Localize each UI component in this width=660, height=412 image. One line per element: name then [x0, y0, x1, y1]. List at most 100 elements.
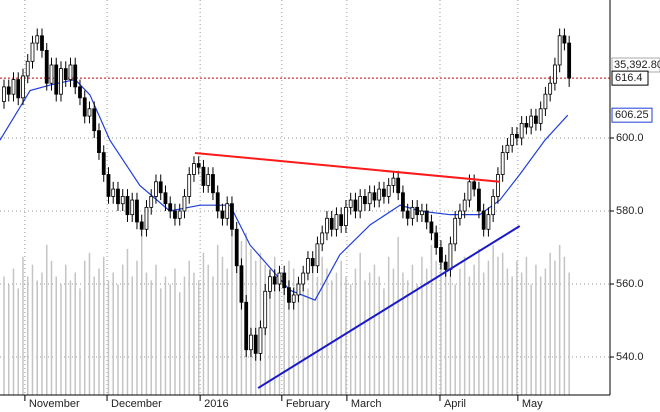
volume-bar — [554, 260, 556, 395]
candle-body — [329, 217, 334, 230]
candle-body — [477, 188, 481, 212]
candle-body — [334, 214, 339, 230]
x-tick-label: May — [522, 398, 543, 410]
candle-body — [519, 122, 524, 139]
candle-body — [68, 64, 73, 80]
volume-bar — [12, 268, 15, 395]
candle-body — [538, 108, 543, 124]
candle-body — [548, 82, 553, 95]
candle-body — [139, 221, 144, 230]
volume-bar — [55, 276, 57, 395]
volume-bar — [98, 268, 100, 395]
candle-body — [163, 192, 168, 205]
volume-bar — [283, 284, 285, 395]
volume-bar — [112, 272, 114, 395]
candle-body — [6, 86, 11, 95]
volume-bar — [26, 276, 29, 395]
volume-bar — [273, 256, 276, 395]
candle-body — [382, 188, 386, 197]
candle-body — [339, 214, 344, 227]
y-tick-label: 560.0 — [616, 278, 644, 290]
candle-body — [149, 196, 154, 208]
volume-bar — [373, 264, 376, 395]
volume-bar — [568, 272, 570, 395]
volume-bar — [17, 288, 19, 395]
candle-body — [296, 283, 301, 296]
candle-body — [515, 133, 519, 139]
volume-bar — [511, 276, 513, 395]
volume-bar — [497, 256, 499, 395]
candle-body — [111, 188, 116, 197]
candle-body — [272, 276, 277, 285]
volume-bar — [131, 276, 133, 395]
candle-body — [405, 210, 410, 219]
candle-body — [462, 199, 467, 212]
candle-body — [467, 181, 472, 201]
volume-bar — [174, 268, 176, 395]
candle-body — [363, 196, 367, 205]
volume-bar — [3, 276, 5, 395]
candle-body — [168, 203, 173, 212]
candle-body — [320, 232, 325, 245]
volume-bar — [563, 256, 566, 395]
volume-bar — [364, 280, 366, 395]
ma-label: 606.25 — [615, 109, 649, 121]
candle-body — [420, 210, 424, 216]
volume-bar — [482, 272, 485, 395]
candle-body — [562, 35, 567, 44]
candle-body — [11, 79, 16, 95]
candle-body — [21, 75, 25, 99]
volume-bar — [459, 268, 461, 395]
volume-bar — [235, 229, 238, 395]
candle-body — [344, 206, 348, 227]
volume-bar — [302, 272, 304, 395]
candle-body — [291, 294, 296, 303]
volume-bar — [397, 237, 399, 395]
volume-bar — [164, 276, 167, 395]
candle-body — [206, 174, 211, 186]
candle-body — [529, 115, 534, 128]
candle-body — [557, 35, 562, 66]
candle-body — [211, 174, 215, 194]
candle-body — [215, 192, 220, 212]
candle-body — [505, 144, 510, 153]
volume-bar — [383, 288, 385, 395]
candle-body — [82, 97, 87, 117]
candle-body — [192, 163, 196, 175]
volume-bar — [183, 276, 186, 395]
candle-body — [87, 108, 92, 117]
volume-bar — [311, 264, 314, 395]
volume-bar — [368, 272, 371, 395]
candle-body — [348, 199, 353, 208]
candle-body — [453, 217, 458, 245]
candle-body — [443, 261, 448, 270]
volume-bar — [79, 288, 81, 395]
candle-body — [415, 206, 420, 216]
x-tick-label: 2016 — [204, 398, 228, 410]
y-tick-label: 600.0 — [616, 132, 644, 144]
volume-bar — [387, 256, 390, 395]
candle-body — [282, 272, 287, 289]
candle-body — [510, 133, 515, 146]
volume-bar — [558, 244, 561, 395]
volume-bar — [454, 284, 456, 395]
volume-bar — [102, 256, 105, 395]
volume-bar — [150, 280, 152, 395]
candle-body — [358, 196, 363, 212]
volume-bar — [435, 260, 437, 395]
volume-bar — [145, 272, 148, 395]
candle-body — [310, 258, 315, 267]
volume-bar — [468, 276, 471, 395]
candle-body — [130, 199, 135, 216]
volume-bar — [292, 268, 295, 395]
candle-body — [325, 217, 329, 234]
candle-body — [301, 272, 306, 285]
volume-bar — [520, 272, 523, 395]
volume-bar — [140, 237, 143, 395]
volume-bar — [155, 264, 157, 395]
volume-bar — [335, 272, 338, 395]
candle-body — [268, 276, 272, 292]
volume-bar — [430, 244, 433, 395]
volume-bar — [345, 276, 347, 395]
candle-body — [429, 221, 434, 234]
